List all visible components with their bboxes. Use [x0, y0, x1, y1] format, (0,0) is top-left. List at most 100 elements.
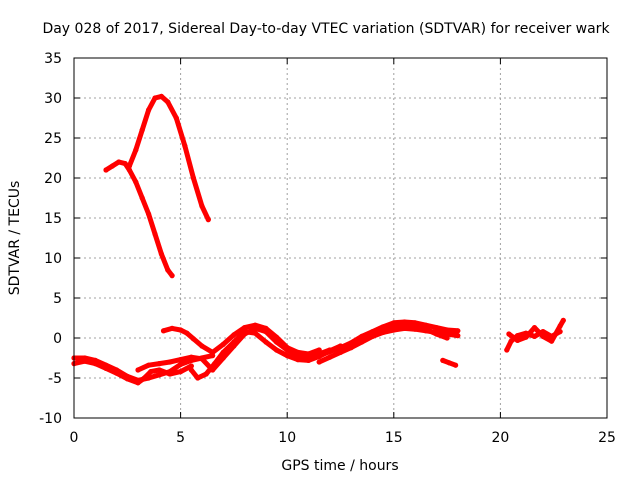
- data-point: [252, 330, 258, 336]
- data-point: [167, 359, 173, 365]
- data-point: [446, 360, 452, 366]
- y-tick-label: -5: [48, 371, 62, 387]
- grid: [74, 58, 607, 418]
- data-point: [165, 99, 171, 105]
- data-point: [190, 336, 196, 342]
- data-point: [337, 347, 344, 353]
- data-point: [190, 175, 196, 181]
- data-point: [540, 333, 546, 339]
- data-point: [531, 325, 538, 331]
- data-point: [160, 328, 167, 334]
- data-point: [135, 380, 141, 386]
- data-point: [199, 343, 205, 349]
- data-point: [82, 358, 88, 364]
- data-point: [231, 339, 237, 345]
- data-point: [195, 375, 201, 381]
- data-point: [504, 347, 510, 353]
- data-point: [184, 330, 190, 336]
- data-point: [141, 375, 147, 381]
- data-point: [359, 337, 365, 343]
- data-point: [231, 332, 237, 338]
- data-point: [348, 342, 354, 348]
- data-point: [433, 331, 439, 337]
- data-point: [508, 338, 514, 344]
- data-point: [199, 203, 205, 209]
- data-point: [178, 357, 184, 363]
- data-point: [156, 361, 162, 367]
- y-tick-label: 0: [53, 331, 62, 347]
- data-point: [523, 334, 529, 340]
- data-point: [316, 347, 322, 353]
- data-point: [316, 353, 322, 359]
- data-point: [252, 322, 258, 328]
- data-point: [152, 95, 158, 101]
- data-point: [152, 231, 158, 237]
- data-point: [423, 326, 429, 332]
- data-point: [557, 323, 563, 329]
- data-point: [316, 359, 322, 365]
- data-point: [305, 351, 312, 357]
- data-point: [295, 349, 301, 355]
- data-point: [173, 115, 179, 121]
- data-point: [273, 334, 280, 340]
- data-point: [273, 347, 280, 353]
- chart-title: Day 028 of 2017, Sidereal Day-to-day VTE…: [42, 21, 610, 37]
- y-tick-label: 25: [44, 131, 62, 147]
- y-axis-label: SDTVAR / TECUs: [7, 181, 23, 296]
- data-point: [412, 323, 418, 329]
- data-point: [205, 217, 211, 223]
- data-point: [203, 371, 209, 377]
- data-point: [531, 333, 538, 339]
- data-point: [188, 367, 194, 373]
- data-point: [109, 163, 115, 169]
- data-point: [263, 339, 269, 345]
- plot-frame: [73, 57, 608, 419]
- x-tick-label: 5: [176, 430, 185, 446]
- data-point: [284, 353, 290, 359]
- data-point: [178, 361, 184, 367]
- series-track-b: [71, 358, 194, 386]
- data-point: [124, 376, 130, 382]
- data-point: [146, 107, 152, 113]
- data-point: [148, 369, 154, 375]
- data-point: [182, 143, 188, 149]
- data-point: [369, 330, 376, 336]
- data-point: [444, 335, 450, 341]
- data-point: [116, 159, 122, 165]
- data-point: [295, 357, 301, 363]
- data-point: [169, 273, 175, 279]
- data-point: [178, 327, 184, 333]
- data-point: [440, 357, 446, 363]
- data-point: [165, 267, 171, 273]
- data-point: [210, 349, 216, 355]
- data-point: [103, 167, 109, 173]
- data-point: [156, 372, 162, 378]
- data-point: [305, 356, 312, 362]
- data-point: [126, 167, 132, 173]
- data-point: [126, 163, 132, 169]
- data-point: [453, 362, 459, 368]
- data-point: [158, 93, 164, 99]
- data-point: [178, 369, 184, 375]
- data-point: [167, 371, 173, 377]
- x-axis-label: GPS time / hours: [281, 458, 398, 474]
- data-point: [284, 345, 290, 351]
- data-point: [549, 338, 555, 344]
- series-track-l: [103, 159, 175, 279]
- y-tick-label: 30: [44, 91, 62, 107]
- data-point: [212, 361, 218, 367]
- data-point: [433, 325, 439, 331]
- data-point: [146, 211, 152, 217]
- data-point: [560, 317, 566, 323]
- data-point: [169, 325, 175, 331]
- data-point: [401, 321, 408, 327]
- x-tick-label: 25: [598, 430, 616, 446]
- y-tick-label: 20: [44, 171, 62, 187]
- data-point: [242, 325, 248, 331]
- data-point: [122, 161, 128, 167]
- data-point: [146, 362, 152, 368]
- data-point: [158, 251, 164, 257]
- data-point: [220, 341, 226, 347]
- data-point: [92, 361, 98, 367]
